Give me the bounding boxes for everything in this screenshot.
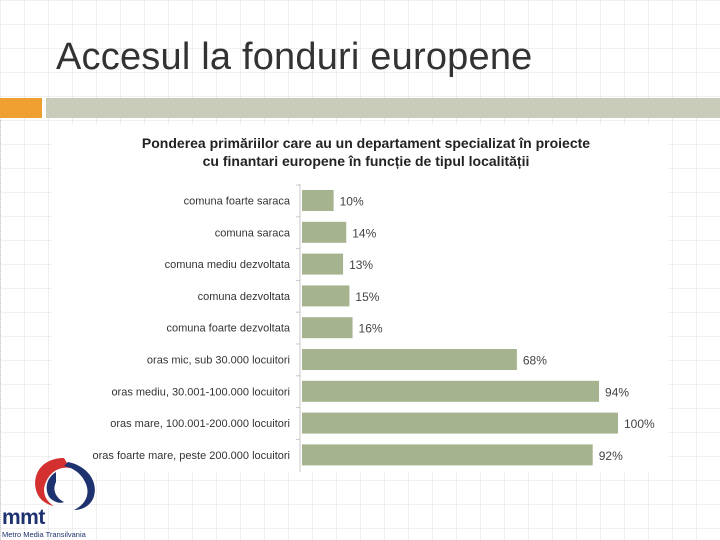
left-dotted-rule bbox=[0, 120, 5, 540]
bar-7 bbox=[302, 412, 618, 434]
bar-2 bbox=[302, 253, 344, 275]
category-label-2: comuna mediu dezvoltata bbox=[165, 259, 291, 271]
accent-square bbox=[0, 98, 42, 118]
category-label-8: oras foarte mare, peste 200.000 locuitor… bbox=[92, 450, 290, 462]
logo-wordmark: mmt bbox=[2, 506, 45, 529]
data-label-2: 13% bbox=[349, 258, 373, 272]
data-label-5: 68% bbox=[523, 354, 547, 368]
chart-title-line-2: cu finantari europene în funcție de tipu… bbox=[202, 153, 530, 169]
bar-4 bbox=[302, 317, 353, 339]
bar-3 bbox=[302, 285, 350, 307]
category-label-6: oras mediu, 30.001-100.000 locuitori bbox=[111, 386, 290, 398]
data-label-4: 16% bbox=[359, 322, 383, 336]
slide-title: Accesul la fonduri europene bbox=[56, 36, 533, 78]
data-label-7: 100% bbox=[624, 417, 655, 431]
bar-6 bbox=[302, 380, 600, 402]
logo-arc-blue-inner bbox=[46, 472, 64, 503]
logo-arc-red bbox=[35, 458, 70, 506]
data-label-6: 94% bbox=[605, 385, 629, 399]
logo-subtitle: Metro Media Transilvania bbox=[2, 530, 86, 539]
bar-0 bbox=[302, 190, 334, 211]
data-label-1: 14% bbox=[352, 226, 376, 240]
bar-5 bbox=[302, 349, 517, 370]
mmt-logo-mark bbox=[35, 458, 95, 510]
category-label-7: oras mare, 100.001-200.000 locuitori bbox=[110, 418, 290, 430]
chart-title-line-1: Ponderea primăriilor care au un departam… bbox=[141, 135, 591, 151]
data-label-3: 15% bbox=[355, 290, 379, 304]
logo-arc-blue-outer bbox=[64, 462, 95, 510]
title-divider-bar bbox=[46, 98, 720, 118]
bar-8 bbox=[302, 444, 593, 466]
category-label-1: comuna saraca bbox=[215, 227, 291, 239]
category-label-0: comuna foarte saraca bbox=[184, 196, 291, 208]
category-label-3: comuna dezvoltata bbox=[198, 291, 291, 303]
data-label-0: 10% bbox=[340, 195, 364, 209]
chart-title: Ponderea primăriilor care au un departam… bbox=[56, 134, 676, 170]
category-label-4: comuna foarte dezvoltata bbox=[166, 323, 290, 335]
bar-1 bbox=[302, 221, 347, 243]
category-label-5: oras mic, sub 30.000 locuitori bbox=[147, 355, 290, 367]
data-label-8: 92% bbox=[599, 449, 623, 463]
